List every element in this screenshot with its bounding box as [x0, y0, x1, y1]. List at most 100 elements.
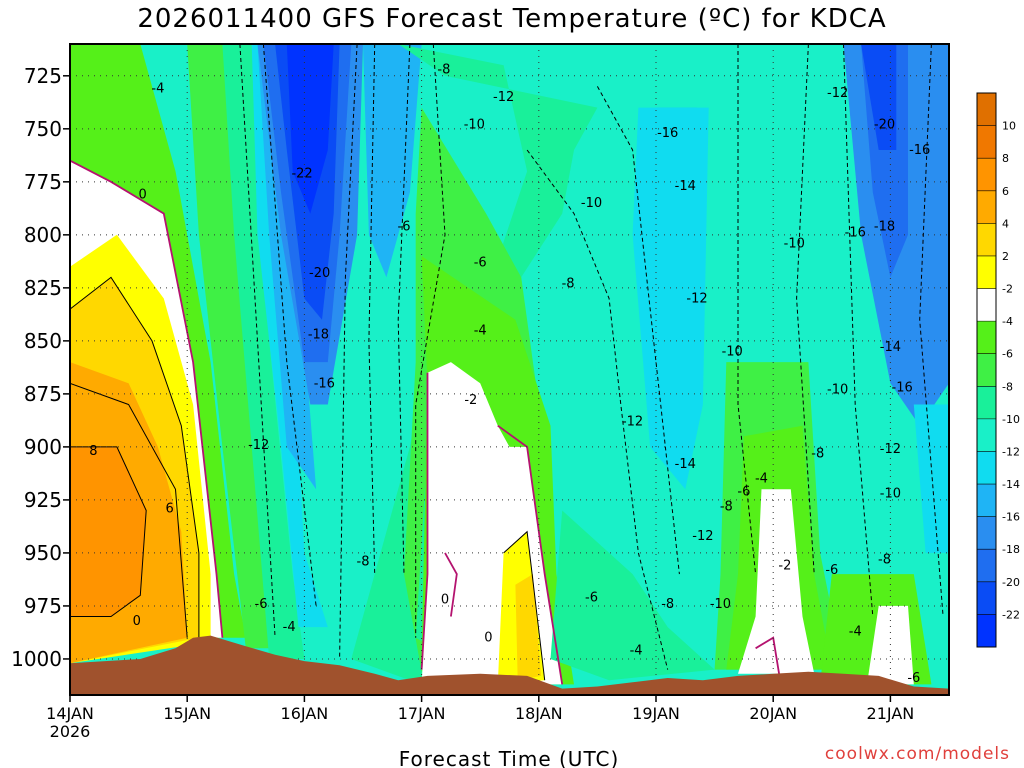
dashed-contour-5	[415, 44, 446, 638]
dashed-contour-11	[919, 44, 944, 617]
colorbar-bin-c_m6	[977, 353, 996, 387]
colorbar-bin-c_6	[977, 190, 996, 224]
solid-contour-3	[503, 530, 546, 681]
contour-label-53: -4	[849, 624, 862, 639]
contour-label-36: -8	[811, 446, 824, 461]
y-axis: 725 750 775 800 825 850 875 900 925 950 975 1000	[11, 64, 70, 671]
y-tick-label-775: 775	[24, 170, 62, 194]
contour-label-10: -20	[309, 266, 330, 281]
contour-label-44: -20	[874, 118, 895, 133]
dashed-contour-6	[526, 149, 669, 670]
contour-label-46: -18	[874, 219, 895, 234]
contour-label-34: -10	[722, 344, 743, 359]
x-tick-label-6: 20JAN	[749, 704, 797, 723]
contour-label-8: -16	[314, 376, 335, 391]
y-tick-label-900: 900	[24, 435, 62, 459]
contour-label-43: -12	[827, 86, 848, 101]
y-tick-label-975: 975	[24, 594, 62, 618]
colorbar-label-4: 2	[1002, 250, 1009, 263]
colorbar-label-11: -14	[1002, 478, 1020, 491]
contour-label-9: -18	[308, 328, 329, 343]
fill-region-19	[550, 510, 715, 681]
fill-region-28	[867, 605, 914, 685]
contour-label-27: -16	[657, 126, 678, 141]
grid-lines	[70, 44, 949, 695]
contour-label-52: -8	[878, 552, 891, 567]
solid-contour-1	[70, 276, 200, 638]
colorbar-label-1: 8	[1002, 152, 1009, 165]
dashed-contour-3	[368, 44, 376, 575]
colorbar-label-8: -8	[1002, 380, 1013, 393]
contour-label-48: -14	[880, 340, 901, 355]
contour-label-1: 0	[139, 188, 147, 203]
contour-label-16: -6	[474, 255, 487, 270]
colorbar-bin-c_m12	[977, 451, 996, 485]
colorbar-label-9: -10	[1002, 413, 1020, 426]
colorbar-bin-c_m20	[977, 581, 996, 615]
colorbar-bin-c_m8	[977, 386, 996, 419]
ground-fill	[70, 635, 949, 695]
colorbar-label-2: 6	[1002, 185, 1009, 198]
colorbar-label-7: -6	[1002, 348, 1013, 361]
x-tick-year-label: 2026	[50, 722, 91, 741]
colorbar-label-14: -20	[1002, 576, 1020, 589]
contour-label-0: -4	[151, 82, 164, 97]
colorbar-bin-c_m14	[977, 484, 996, 517]
y-tick-label-1000: 1000	[11, 647, 62, 671]
contour-label-38: -6	[737, 484, 750, 499]
y-tick-label-925: 925	[24, 488, 62, 512]
x-tick-label-1: 15JAN	[163, 704, 211, 723]
solid-contour-2	[70, 446, 147, 617]
colorbar-bin-c_2	[977, 255, 996, 289]
solid-contour-0	[70, 382, 188, 638]
contour-label-4: 0	[133, 614, 141, 629]
y-tick-label-725: 725	[24, 64, 62, 88]
contour-label-32: -8	[661, 597, 674, 612]
zero-contour-2	[497, 424, 564, 685]
contour-label-50: -12	[880, 442, 901, 457]
contour-label-18: -4	[474, 323, 487, 338]
contour-label-21: 0	[441, 593, 449, 608]
contour-label-3: 6	[165, 501, 173, 516]
contour-label-14: -10	[464, 118, 485, 133]
colorbar-label-12: -16	[1002, 511, 1020, 524]
colorbar-bin-c_m4	[977, 321, 996, 354]
colorbar-label-10: -12	[1002, 445, 1020, 458]
dashed-contour-4	[397, 44, 411, 575]
contour-label-49: -16	[892, 381, 913, 396]
y-tick-label-825: 825	[24, 276, 62, 300]
contour-label-31: -12	[692, 529, 713, 544]
contour-label-42: -10	[827, 383, 848, 398]
contour-label-39: -8	[720, 499, 733, 514]
plot-frame	[69, 43, 950, 696]
contour-label-6: -4	[283, 620, 296, 635]
y-tick-label-800: 800	[24, 223, 62, 247]
fill-region-18	[632, 107, 709, 490]
fill-region-16	[515, 574, 542, 681]
dashed-contour-9	[796, 44, 815, 575]
contour-label-17: -8	[562, 277, 575, 292]
contour-label-24: -12	[622, 414, 643, 429]
colorbar-label-6: -4	[1002, 315, 1013, 328]
colorbar-bin-c_m22	[977, 614, 996, 647]
contour-label-23: -10	[581, 196, 602, 211]
contour-label-19: -2	[464, 393, 477, 408]
dashed-contour-10	[843, 44, 874, 617]
contour-label-5: -6	[255, 597, 268, 612]
x-tick-label-5: 19JAN	[632, 704, 680, 723]
dashed-contour-7	[596, 86, 680, 575]
colorbar-bin-c_m2	[977, 288, 996, 322]
contour-label-2: 8	[89, 444, 97, 459]
colorbar-label-15: -22	[1002, 608, 1020, 621]
colorbar-label-0: 10	[1002, 120, 1016, 133]
fill-region-3	[222, 44, 305, 659]
ground-surface	[70, 635, 949, 695]
watermark: coolwx.com/models	[824, 744, 1010, 764]
contour-label-20: -8	[357, 554, 370, 569]
contour-label-25: -6	[585, 590, 598, 605]
zero-contour-4	[755, 636, 780, 674]
contour-label-33: -10	[710, 597, 731, 612]
contour-label-29: -12	[686, 291, 707, 306]
colorbar-bin-top	[977, 93, 996, 126]
